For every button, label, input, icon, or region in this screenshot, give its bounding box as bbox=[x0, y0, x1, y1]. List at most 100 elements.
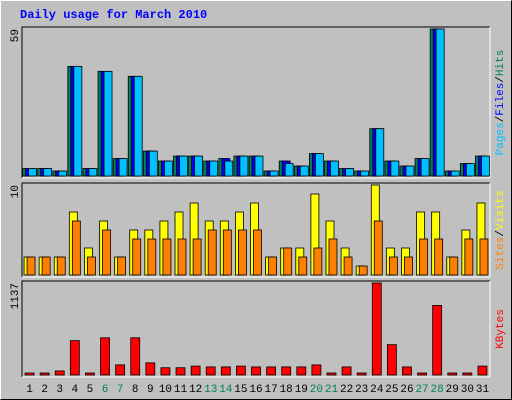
bar bbox=[69, 340, 80, 376]
bar bbox=[207, 229, 217, 276]
bar bbox=[26, 256, 36, 276]
bar bbox=[404, 256, 413, 276]
bar bbox=[102, 229, 111, 276]
legend-separator: / bbox=[495, 76, 507, 83]
bar bbox=[330, 160, 339, 177]
bar bbox=[481, 155, 490, 177]
bar bbox=[373, 220, 383, 276]
x-tick-label: 24 bbox=[370, 384, 384, 396]
plot-area bbox=[22, 27, 490, 178]
bar bbox=[224, 160, 234, 177]
legend-entry: KBytes bbox=[495, 309, 507, 349]
bar bbox=[39, 372, 50, 376]
legend: Pages/Files/Hits bbox=[495, 50, 507, 156]
x-tick-label: 26 bbox=[400, 384, 413, 396]
bar bbox=[284, 163, 294, 177]
bar bbox=[419, 238, 428, 276]
plot-bevel-light bbox=[22, 27, 491, 179]
bar bbox=[434, 238, 444, 276]
x-tick-label: 30 bbox=[461, 384, 474, 396]
bar bbox=[24, 372, 35, 376]
x-tick-label: 11 bbox=[174, 384, 188, 396]
legend-entry: Sites bbox=[495, 237, 507, 270]
legend-entry: Hits bbox=[495, 50, 507, 76]
bar bbox=[177, 238, 187, 276]
bar bbox=[386, 344, 397, 376]
bar bbox=[375, 128, 385, 177]
plot-area bbox=[22, 281, 490, 377]
bar bbox=[281, 366, 292, 376]
plot-bevel-dark bbox=[21, 182, 490, 277]
bar bbox=[100, 337, 110, 376]
bar bbox=[314, 153, 324, 177]
bar bbox=[209, 160, 219, 177]
bar bbox=[296, 366, 307, 376]
bar bbox=[402, 366, 412, 376]
bar bbox=[115, 364, 126, 376]
bar bbox=[251, 366, 261, 376]
bar bbox=[465, 163, 475, 177]
bar bbox=[162, 238, 172, 276]
x-tick-label: 22 bbox=[340, 384, 353, 396]
legend-separator: / bbox=[495, 116, 507, 123]
bar bbox=[87, 256, 96, 276]
bar bbox=[194, 155, 204, 177]
bar bbox=[311, 364, 322, 376]
x-tick-label: 18 bbox=[280, 384, 293, 396]
bar bbox=[56, 256, 66, 276]
bar bbox=[447, 372, 458, 376]
x-tick-label: 15 bbox=[234, 384, 247, 396]
bar bbox=[205, 366, 216, 376]
x-tick-label: 14 bbox=[219, 384, 233, 396]
x-tick-label: 9 bbox=[147, 384, 154, 396]
bar bbox=[238, 229, 247, 276]
bar bbox=[118, 158, 128, 177]
bar bbox=[133, 75, 143, 177]
legend-entry: Visits bbox=[495, 190, 507, 230]
bar bbox=[328, 238, 338, 276]
x-tick-label: 20 bbox=[310, 384, 323, 396]
bar bbox=[432, 305, 443, 376]
bar bbox=[103, 70, 113, 177]
bar bbox=[435, 28, 445, 177]
plot-bevel-dark bbox=[21, 26, 490, 178]
bar bbox=[58, 170, 68, 177]
bar bbox=[220, 366, 231, 376]
bar bbox=[450, 170, 460, 177]
bar bbox=[179, 155, 188, 177]
x-tick-label: 27 bbox=[415, 384, 428, 396]
y-tick-label: 59 bbox=[10, 29, 22, 42]
bar bbox=[390, 160, 400, 177]
bar bbox=[464, 238, 474, 276]
bar bbox=[356, 372, 367, 376]
y-tick-label: 1137 bbox=[10, 283, 22, 309]
bar bbox=[236, 365, 246, 376]
bar bbox=[388, 256, 398, 276]
bar bbox=[132, 238, 142, 276]
bar bbox=[43, 168, 53, 177]
x-tick-label: 25 bbox=[385, 384, 398, 396]
x-tick-label: 13 bbox=[204, 384, 217, 396]
bar bbox=[41, 256, 51, 276]
bar bbox=[192, 238, 202, 276]
legend-separator: / bbox=[495, 230, 507, 237]
bar bbox=[462, 372, 473, 376]
bar bbox=[269, 170, 279, 177]
legend-entry: Pages bbox=[495, 122, 507, 155]
bar bbox=[268, 256, 277, 276]
bar bbox=[253, 229, 262, 276]
x-tick-label: 16 bbox=[249, 384, 262, 396]
bar bbox=[130, 337, 141, 376]
bar bbox=[266, 366, 276, 376]
bar bbox=[299, 165, 309, 177]
chart-title: Daily usage for March 2010 bbox=[20, 8, 207, 22]
x-tick-label: 31 bbox=[476, 384, 490, 396]
bar bbox=[298, 256, 308, 276]
legend: Sites/Visits bbox=[495, 190, 507, 269]
x-tick-label: 23 bbox=[355, 384, 368, 396]
bar bbox=[420, 158, 430, 177]
plot-bevel-light bbox=[22, 281, 491, 378]
bar bbox=[405, 165, 415, 177]
